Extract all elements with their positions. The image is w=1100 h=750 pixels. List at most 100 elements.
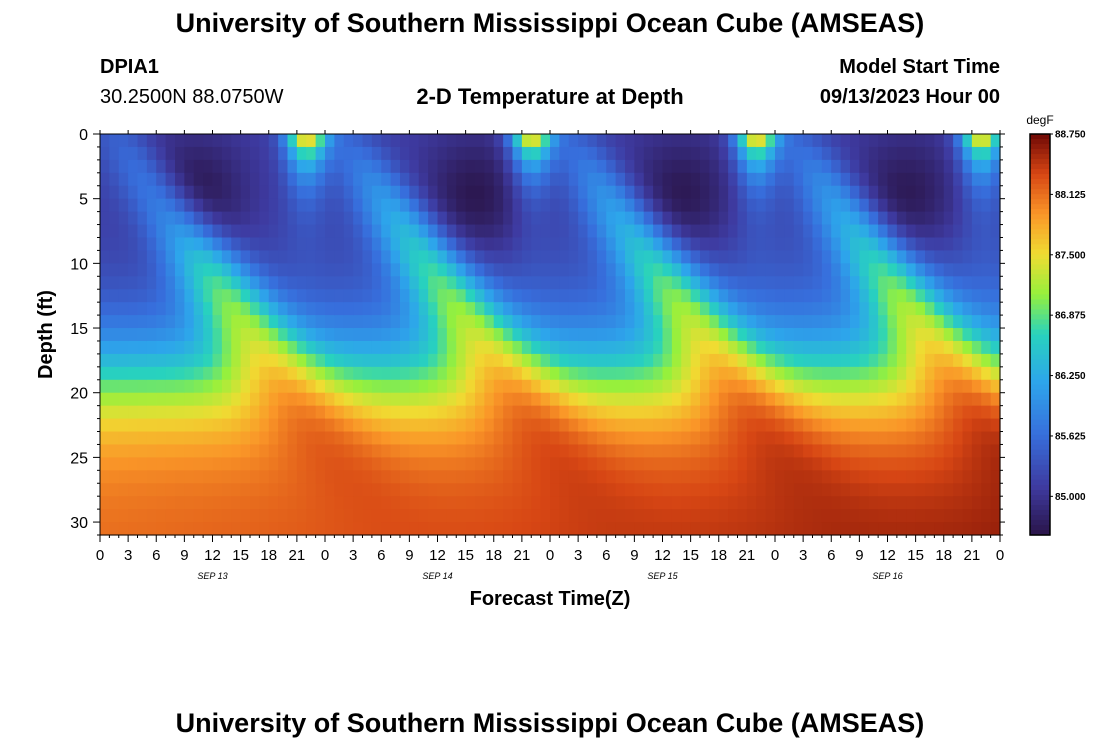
heatmap-cell [493, 276, 504, 290]
heatmap-cell [156, 366, 167, 381]
heatmap-cell [400, 237, 410, 252]
heatmap-cell [878, 483, 889, 497]
heatmap-cell [709, 276, 720, 290]
heatmap-cell [962, 172, 973, 187]
colorbar-swatch [1030, 189, 1050, 195]
colorbar-swatch [1030, 349, 1050, 356]
heatmap-cell [821, 146, 832, 161]
heatmap-cell [746, 353, 757, 368]
heatmap-cell [662, 134, 673, 148]
heatmap-cell [156, 328, 167, 342]
heatmap-cell [728, 134, 739, 148]
heatmap-cell [456, 418, 467, 433]
heatmap-cell [175, 392, 185, 407]
heatmap-cell [250, 353, 260, 368]
heatmap-cell [381, 289, 392, 303]
heatmap-cell [128, 211, 139, 226]
heatmap-cell [915, 172, 926, 187]
heatmap-cell [737, 444, 748, 458]
heatmap-cell [962, 392, 973, 407]
heatmap-cell [896, 431, 907, 446]
heatmap-cell [915, 302, 926, 316]
heatmap-cell [165, 211, 176, 226]
heatmap-cell [296, 198, 307, 213]
heatmap-cell [625, 328, 635, 342]
heatmap-cell [681, 146, 692, 161]
heatmap-cell [156, 405, 167, 420]
heatmap-cell [934, 315, 945, 329]
heatmap-cell [165, 405, 176, 420]
heatmap-cell [943, 211, 954, 226]
heatmap-cell [475, 211, 485, 226]
heatmap-cell [521, 444, 532, 458]
heatmap-cell [596, 276, 607, 290]
heatmap-cell [887, 198, 898, 213]
heatmap-cell [578, 379, 589, 394]
heatmap-cell [353, 172, 364, 187]
colorbar-swatch [1030, 199, 1050, 205]
heatmap-cell [165, 276, 176, 290]
heatmap-cell [962, 302, 973, 316]
heatmap-cell [587, 405, 598, 420]
heatmap-cell [296, 366, 307, 381]
heatmap-cell [465, 146, 476, 161]
heatmap-cell [259, 302, 270, 316]
heatmap-cell [971, 146, 982, 161]
heatmap-cell [231, 444, 242, 458]
heatmap-cell [859, 457, 870, 471]
heatmap-cell [146, 289, 157, 303]
heatmap-cell [625, 418, 635, 433]
heatmap-cell [896, 328, 907, 342]
heatmap-cell [803, 340, 814, 355]
heatmap-cell [850, 522, 860, 536]
colorbar-swatch [1030, 224, 1050, 230]
colorbar-swatch [1030, 354, 1050, 361]
heatmap-cell [568, 289, 579, 303]
heatmap-cell [475, 198, 485, 213]
heatmap-cell [475, 366, 485, 381]
heatmap-cell [259, 405, 270, 420]
heatmap-cell [325, 198, 335, 213]
heatmap-cell [109, 340, 120, 355]
heatmap-cell [925, 444, 935, 458]
heatmap-cell [475, 483, 485, 497]
heatmap-cell [756, 379, 767, 394]
heatmap-cell [990, 496, 1001, 510]
heatmap-cell [728, 263, 739, 277]
heatmap-cell [221, 418, 232, 433]
heatmap-cell [953, 405, 964, 420]
heatmap-cell [709, 250, 720, 264]
heatmap-cell [559, 457, 570, 471]
colorbar-swatch [1030, 464, 1050, 471]
heatmap-cell [118, 431, 129, 446]
heatmap-cell [493, 237, 504, 252]
heatmap-cell [493, 250, 504, 264]
heatmap-cell [165, 483, 176, 497]
heatmap-cell [662, 198, 673, 213]
heatmap-cell [587, 146, 598, 161]
heatmap-cell [625, 392, 635, 407]
heatmap-cell [812, 211, 823, 226]
heatmap-cell [906, 431, 917, 446]
heatmap-cell [700, 172, 710, 187]
heatmap-cell [118, 172, 129, 187]
heatmap-cell [371, 522, 382, 536]
heatmap-cell [990, 289, 1001, 303]
heatmap-cell [868, 444, 879, 458]
heatmap-cell [765, 405, 776, 420]
heatmap-cell [896, 405, 907, 420]
heatmap-cell [259, 457, 270, 471]
heatmap-cell [990, 470, 1001, 484]
heatmap-cell [615, 392, 626, 407]
heatmap-cell [100, 392, 110, 407]
heatmap-cell [971, 353, 982, 368]
heatmap-cell [709, 457, 720, 471]
heatmap-cell [203, 379, 214, 394]
heatmap-cell [446, 224, 457, 239]
heatmap-cell [343, 431, 354, 446]
heatmap-cell [925, 134, 935, 148]
heatmap-cell [278, 134, 289, 148]
heatmap-cell [493, 418, 504, 433]
heatmap-cell [118, 302, 129, 316]
heatmap-cell [146, 418, 157, 433]
